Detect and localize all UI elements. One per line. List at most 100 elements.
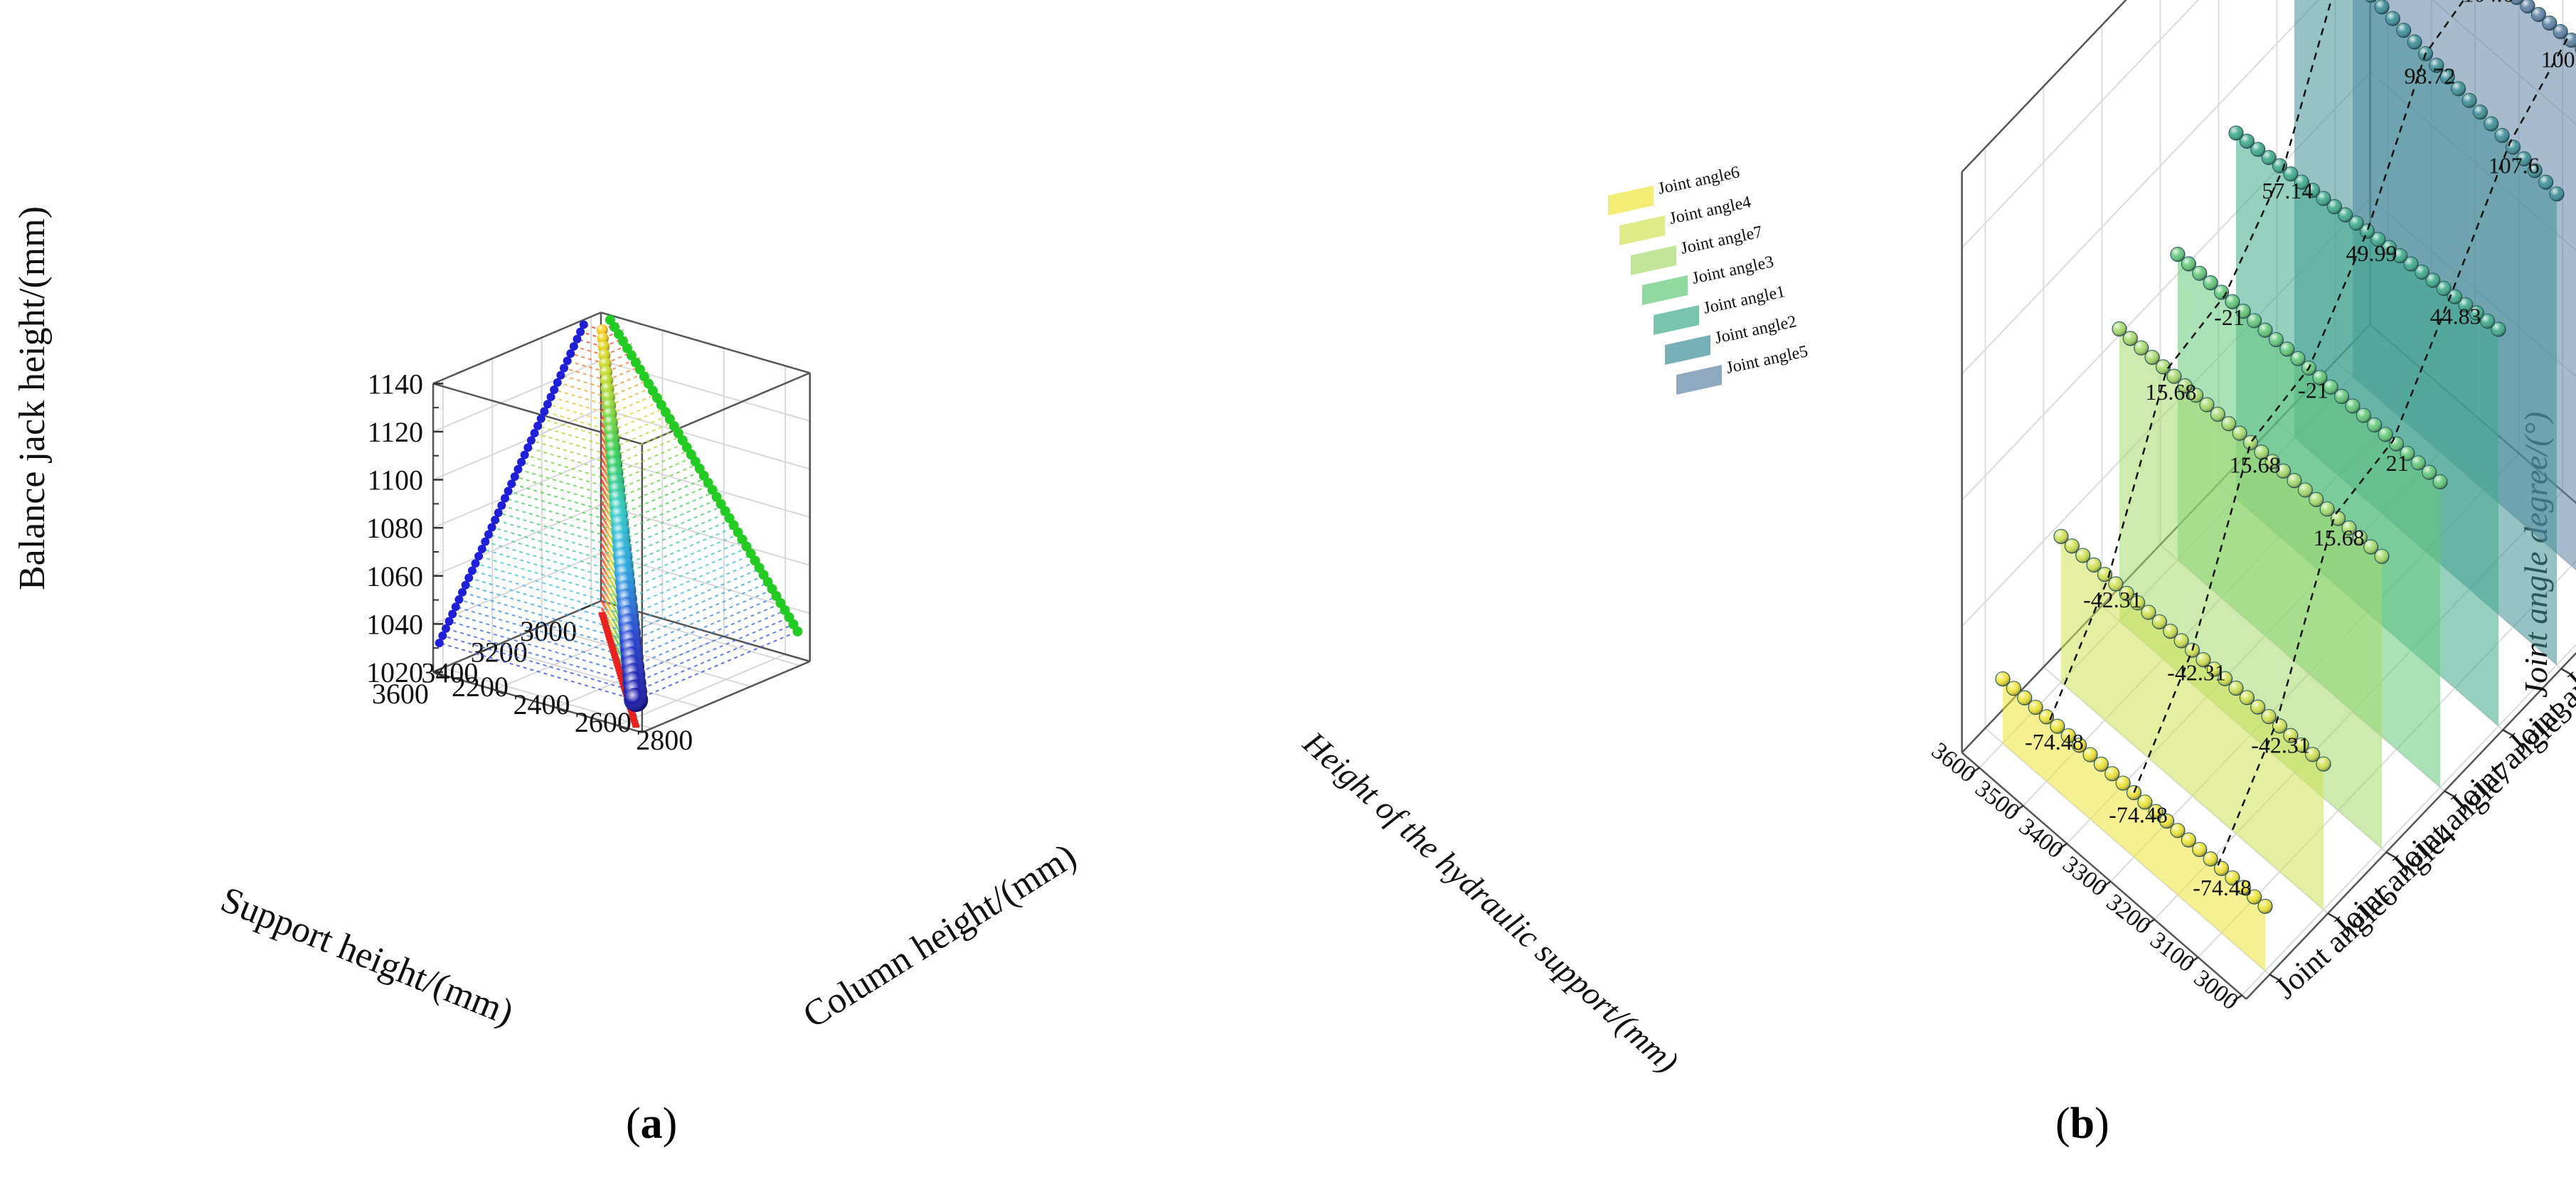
drop-line bbox=[439, 642, 637, 701]
red-projection-point bbox=[618, 678, 626, 682]
z-tick-label: 1080 bbox=[366, 512, 423, 544]
points-a bbox=[435, 314, 803, 728]
ribbon-point-shine bbox=[2433, 474, 2447, 489]
drop-line bbox=[632, 602, 782, 667]
drop-line bbox=[528, 447, 616, 474]
ribbon-point-shine bbox=[2316, 757, 2331, 772]
panel-a: 1020 1040 1060 1080 1100 1120 1140 3000 3200 3400… bbox=[12, 206, 1083, 1036]
annotation-label: -21 bbox=[2298, 378, 2328, 403]
ribbon-point-shine bbox=[2134, 341, 2149, 356]
red-projection-point bbox=[629, 714, 637, 718]
cross-section-line bbox=[2217, 37, 2569, 866]
drop-line bbox=[619, 483, 713, 524]
x-tick-label: 3600 bbox=[372, 678, 429, 710]
drop-line bbox=[452, 613, 634, 667]
x-tick bbox=[2189, 957, 2199, 964]
red-projection-point bbox=[632, 722, 639, 725]
drop-line bbox=[629, 568, 762, 625]
z-axis-label: Balance jack height/(mm) bbox=[12, 206, 53, 590]
drop-line bbox=[610, 392, 661, 415]
blue-projection-point bbox=[451, 602, 460, 612]
blue-projection-point bbox=[573, 334, 582, 344]
blue-projection-point bbox=[546, 393, 555, 402]
ribbon-point-shine bbox=[2564, 33, 2576, 48]
annotation-label: -74.48 bbox=[2193, 875, 2252, 900]
ribbon-point-shine bbox=[2437, 281, 2452, 296]
drop-line bbox=[627, 560, 757, 617]
legend-swatch bbox=[1608, 186, 1654, 215]
x-tick bbox=[2145, 918, 2155, 926]
blue-projection-point bbox=[494, 508, 503, 517]
grid-line bbox=[600, 408, 811, 470]
blue-projection-point bbox=[464, 573, 474, 582]
drop-line bbox=[488, 533, 625, 575]
ribbon-point-shine bbox=[2279, 341, 2294, 356]
ribbon-point-shine bbox=[2462, 93, 2476, 108]
ribbon-point-shine bbox=[2094, 757, 2109, 772]
drop-line bbox=[627, 553, 754, 608]
drop-line bbox=[620, 490, 717, 533]
ribbon-point-shine bbox=[2370, 232, 2385, 247]
red-projection-point bbox=[603, 627, 611, 631]
drop-line bbox=[541, 417, 612, 440]
ribbon-point-shine bbox=[2028, 700, 2043, 715]
red-projection-point bbox=[605, 632, 612, 636]
ribbon-point-shine bbox=[2072, 738, 2087, 752]
ribbon-point-shine bbox=[2346, 398, 2360, 413]
ribbon-point-shine bbox=[2305, 747, 2320, 762]
ribbon-point-shine bbox=[2269, 332, 2284, 347]
blue-projection-point bbox=[579, 320, 588, 329]
blue-projection-point bbox=[533, 421, 543, 430]
red-projection-point bbox=[628, 712, 636, 715]
x-tick-label: 3200 bbox=[471, 636, 528, 668]
ribbon-point-shine bbox=[2473, 105, 2488, 119]
category-tick bbox=[2444, 790, 2455, 798]
x-tick-label: 3600 bbox=[1927, 738, 1981, 788]
red-projection-point bbox=[600, 619, 608, 623]
ribbon-point-shine bbox=[2324, 380, 2338, 395]
ribbon-point-shine bbox=[2491, 322, 2506, 337]
ribbon-point-shine bbox=[2108, 577, 2123, 592]
box-edge bbox=[642, 660, 811, 734]
ribbon-point-shine bbox=[2495, 128, 2510, 143]
ribbon-point-shine bbox=[2378, 427, 2393, 442]
legend-swatch bbox=[1642, 275, 1688, 305]
category-tick bbox=[2327, 912, 2338, 920]
z-tick-label: 1100 bbox=[368, 464, 424, 496]
ribbon-point-shine bbox=[2425, 273, 2440, 288]
legend-swatch bbox=[1619, 215, 1665, 245]
ribbon-point-shine bbox=[2469, 306, 2484, 321]
ribbon-point-shine bbox=[2327, 199, 2342, 214]
drop-line bbox=[631, 588, 774, 651]
drop-line bbox=[612, 420, 677, 449]
drop-line bbox=[615, 448, 693, 482]
red-projection-point bbox=[617, 673, 624, 677]
blue-projection-point bbox=[441, 624, 450, 633]
ribbon-point-shine bbox=[2232, 426, 2247, 441]
ribbon-point-shine bbox=[2203, 275, 2218, 290]
blue-projection-point bbox=[523, 443, 533, 452]
red-projection-point bbox=[598, 612, 606, 615]
axes-a: 1020104010601080110011201140300032003400… bbox=[12, 206, 1083, 1036]
category-tick bbox=[2502, 729, 2513, 737]
drop-line bbox=[442, 634, 636, 693]
ribbon-point-shine bbox=[1996, 671, 2010, 686]
ribbon-point-shine bbox=[2305, 183, 2320, 198]
red-projection-point bbox=[608, 645, 616, 649]
red-projection-point bbox=[614, 663, 622, 666]
annotation-label: -42.31 bbox=[2083, 587, 2142, 612]
annotation-label: 15.68 bbox=[2230, 452, 2281, 477]
cross-section-lines bbox=[2049, 0, 2569, 866]
ribbon-point-shine bbox=[2294, 175, 2309, 190]
ribbon-point-shine bbox=[2247, 890, 2262, 905]
ribbon-point-shine bbox=[2207, 661, 2222, 676]
blue-projection-point bbox=[438, 631, 447, 640]
drop-line bbox=[524, 454, 617, 482]
ribbon-point-shine bbox=[2334, 389, 2349, 404]
red-projection-point bbox=[629, 717, 637, 720]
legend-label: Joint angle6 bbox=[1656, 163, 1742, 198]
ribbon-joint-angle7 bbox=[2119, 329, 2382, 848]
ribbon-point-shine bbox=[2276, 464, 2291, 479]
ribbon-point-shine bbox=[2254, 444, 2269, 459]
